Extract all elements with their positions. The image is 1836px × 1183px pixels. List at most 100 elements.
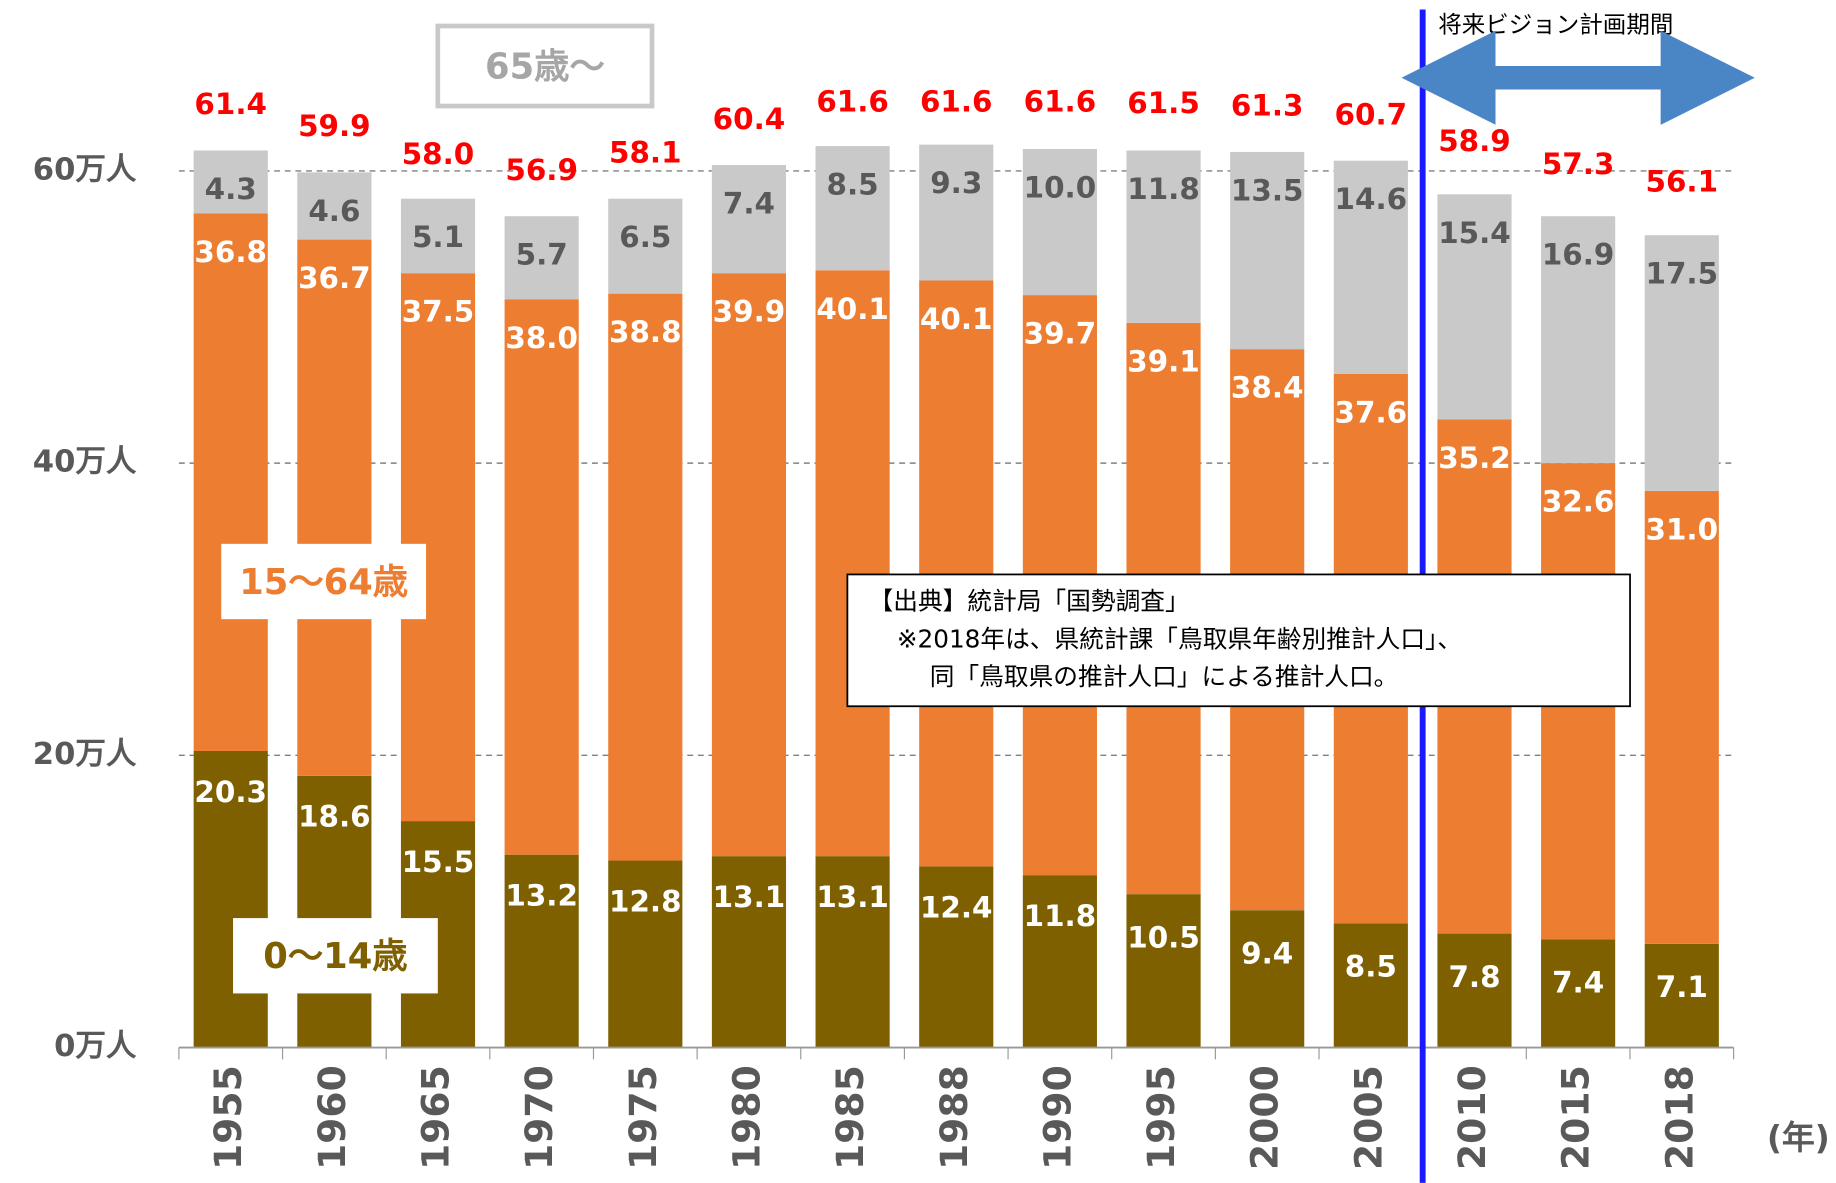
total-label: 61.4: [194, 87, 267, 121]
value-label: 39.7: [1024, 317, 1097, 351]
bar-segment: [608, 860, 683, 1048]
y-tick-label: 0万人: [54, 1029, 137, 1064]
value-label: 7.8: [1448, 960, 1500, 994]
total-label: 57.3: [1542, 147, 1615, 181]
x-axis-label: (年): [1767, 1118, 1830, 1157]
x-tick-label: 1955: [206, 1065, 250, 1170]
value-label: 5.7: [516, 238, 568, 272]
value-label: 37.5: [402, 295, 475, 329]
value-label: 11.8: [1024, 899, 1097, 933]
value-label: 13.5: [1231, 173, 1304, 207]
bar-segment: [919, 280, 994, 867]
x-tick-label: 1995: [1139, 1065, 1183, 1170]
series-label-box: [435, 23, 655, 109]
value-label: 12.4: [920, 890, 993, 924]
value-label: 7.4: [723, 187, 775, 221]
bar-segment: [711, 165, 787, 274]
value-label: 7.1: [1656, 970, 1708, 1004]
value-label: 10.0: [1024, 171, 1097, 205]
bar-segment: [608, 293, 683, 861]
bar-segment: [193, 750, 268, 1048]
value-label: 35.2: [1438, 441, 1511, 475]
value-label: 13.2: [505, 879, 578, 913]
value-label: 8.5: [1345, 950, 1397, 984]
bar-segment: [400, 198, 476, 274]
bar-segment: [1126, 150, 1201, 323]
note-line: 【出典】統計局「国勢調査」: [869, 587, 1190, 616]
value-label: 9.3: [930, 166, 982, 200]
bar-segment: [504, 299, 579, 855]
total-label: 60.4: [713, 102, 786, 136]
total-label: 61.6: [1024, 84, 1097, 118]
bar-segment: [1022, 149, 1097, 296]
value-label: 6.5: [619, 220, 671, 254]
total-label: 59.9: [298, 109, 371, 143]
bar-segment: [711, 856, 787, 1048]
value-label: 8.5: [827, 168, 879, 202]
x-tick-label: 2010: [1450, 1065, 1494, 1170]
value-label: 9.4: [1241, 936, 1293, 970]
value-label: 14.6: [1335, 182, 1408, 216]
bar-segment: [1333, 923, 1408, 1048]
bar-segment: [711, 273, 787, 857]
series-label: 0～14歳: [263, 936, 407, 977]
bar-segment: [1230, 151, 1305, 350]
x-tick-label: 1960: [310, 1065, 354, 1170]
total-label: 56.1: [1646, 165, 1719, 199]
x-tick-label: 2018: [1657, 1065, 1701, 1170]
note-line: ※2018年は、県統計課「鳥取県年齢別推計人口」、: [897, 624, 1462, 653]
period-label: 将来ビジョン計画期間: [1438, 10, 1673, 38]
value-label: 16.9: [1542, 238, 1615, 272]
bar-segment: [919, 144, 994, 281]
total-label: 56.9: [505, 153, 578, 187]
x-tick-label: 1980: [724, 1065, 768, 1170]
bar-segment: [297, 775, 372, 1048]
bar-segment: [1644, 943, 1719, 1048]
x-tick-label: 1965: [414, 1065, 458, 1170]
total-label: 58.9: [1438, 124, 1511, 158]
bar-segment: [815, 146, 890, 271]
series-label: 15～64歳: [239, 562, 408, 603]
value-label: 10.5: [1127, 920, 1200, 954]
series-label: 65歳～: [485, 46, 605, 87]
x-tick-label: 1988: [932, 1065, 976, 1170]
value-label: 36.8: [194, 235, 267, 269]
bar-segment: [1541, 939, 1616, 1048]
total-label: 60.7: [1335, 97, 1408, 131]
bar-segment: [1437, 933, 1512, 1048]
value-label: 4.6: [308, 194, 360, 228]
total-label: 61.3: [1231, 89, 1304, 123]
bar-segment: [504, 216, 579, 300]
value-label: 38.4: [1231, 371, 1304, 405]
x-tick-label: 2000: [1243, 1065, 1287, 1170]
bar-segment: [1644, 235, 1719, 491]
value-label: 40.1: [816, 292, 889, 326]
value-label: 39.1: [1127, 344, 1200, 378]
bar-segment: [608, 198, 683, 294]
y-tick-label: 60万人: [33, 152, 137, 187]
bar-segment: [815, 270, 890, 857]
note-line: 同「鳥取県の推計人口」による推計人口。: [930, 662, 1399, 691]
x-tick-label: 1970: [517, 1065, 561, 1170]
bar-segment: [1541, 216, 1616, 464]
value-label: 13.1: [713, 880, 786, 914]
bar-segment: [815, 856, 890, 1048]
value-label: 18.6: [298, 800, 371, 834]
bar-segment: [919, 866, 994, 1048]
value-label: 13.1: [816, 880, 889, 914]
value-label: 39.9: [713, 295, 786, 329]
value-label: 12.8: [609, 884, 682, 918]
bar-segment: [1230, 910, 1305, 1048]
series-label-box: [221, 543, 427, 620]
value-label: 17.5: [1646, 257, 1719, 291]
value-label: 32.6: [1542, 485, 1615, 519]
x-tick-label: 1975: [621, 1065, 665, 1170]
value-label: 40.1: [920, 302, 993, 336]
value-label: 38.8: [609, 315, 682, 349]
series-label-box: [233, 918, 438, 994]
value-label: 31.0: [1646, 512, 1719, 546]
value-label: 38.0: [505, 321, 578, 355]
bar-segment: [297, 239, 372, 776]
